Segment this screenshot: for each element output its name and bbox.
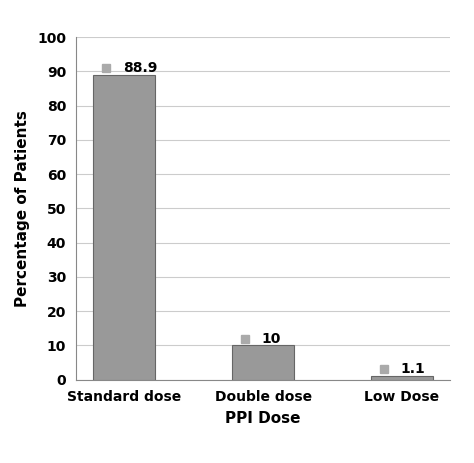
X-axis label: PPI Dose: PPI Dose [225, 411, 301, 426]
Bar [93, 75, 155, 380]
Text: 10: 10 [262, 332, 281, 345]
Bar [371, 376, 433, 380]
Y-axis label: Percentage of Patients: Percentage of Patients [15, 110, 30, 307]
Text: 1.1: 1.1 [401, 362, 425, 376]
Bar [232, 345, 294, 380]
Text: 88.9: 88.9 [123, 61, 157, 75]
